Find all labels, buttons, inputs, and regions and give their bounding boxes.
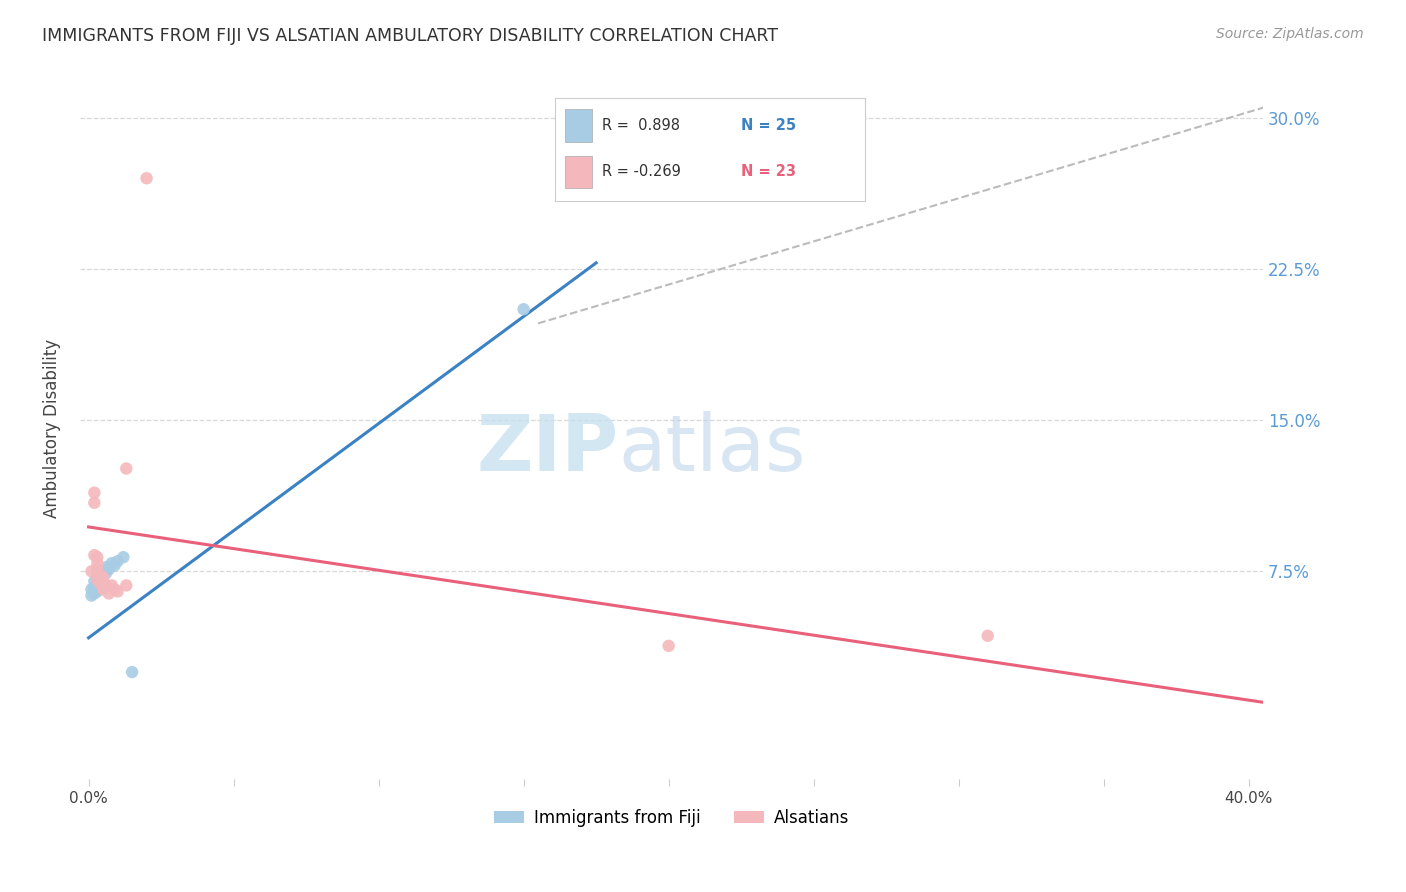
Text: IMMIGRANTS FROM FIJI VS ALSATIAN AMBULATORY DISABILITY CORRELATION CHART: IMMIGRANTS FROM FIJI VS ALSATIAN AMBULAT… (42, 27, 778, 45)
FancyBboxPatch shape (565, 110, 592, 142)
Point (89, 568, 111, 582)
Point (80, 564, 103, 578)
Point (83, 548, 105, 562)
Point (86, 556, 108, 570)
Text: atlas: atlas (619, 411, 806, 487)
Point (104, 582, 127, 597)
Point (115, 578, 138, 592)
Point (135, 171, 157, 186)
Point (107, 584, 129, 599)
Point (107, 554, 129, 568)
Point (83, 485, 105, 500)
Point (91, 564, 114, 578)
Point (86, 568, 108, 582)
Point (86, 573, 108, 587)
Point (83, 574, 105, 589)
Point (89, 574, 111, 589)
Point (97, 562, 120, 576)
Point (91, 582, 114, 597)
Point (91, 576, 114, 591)
Point (86, 573, 108, 587)
Point (658, 639, 681, 653)
Point (83, 586, 105, 600)
Text: N = 25: N = 25 (741, 119, 796, 133)
Text: R = -0.269: R = -0.269 (602, 164, 681, 179)
Point (83, 496, 105, 510)
Text: R =  0.898: R = 0.898 (602, 119, 679, 133)
Point (86, 578, 108, 592)
Text: Source: ZipAtlas.com: Source: ZipAtlas.com (1216, 27, 1364, 41)
Point (94, 560, 117, 574)
Point (91, 570, 114, 584)
Point (91, 576, 114, 591)
Point (94, 578, 117, 592)
Point (976, 629, 998, 643)
Point (100, 556, 122, 570)
Point (100, 578, 122, 592)
Point (104, 558, 127, 573)
Point (86, 562, 108, 576)
Point (86, 550, 108, 565)
Point (86, 584, 108, 599)
Point (80, 582, 103, 597)
FancyBboxPatch shape (565, 155, 592, 188)
Point (115, 461, 138, 475)
Point (112, 550, 135, 565)
Y-axis label: Ambulatory Disability: Ambulatory Disability (44, 339, 60, 517)
Text: N = 23: N = 23 (741, 164, 796, 179)
Point (121, 665, 143, 679)
Point (512, 302, 534, 317)
Text: ZIP: ZIP (477, 411, 619, 487)
Point (91, 570, 114, 584)
Point (83, 581, 105, 595)
Point (80, 589, 103, 603)
Legend: Immigrants from Fiji, Alsatians: Immigrants from Fiji, Alsatians (488, 803, 856, 834)
Point (89, 576, 111, 591)
Point (89, 581, 111, 595)
Point (89, 568, 111, 582)
Point (97, 586, 120, 600)
Point (94, 566, 117, 581)
Point (89, 564, 111, 578)
